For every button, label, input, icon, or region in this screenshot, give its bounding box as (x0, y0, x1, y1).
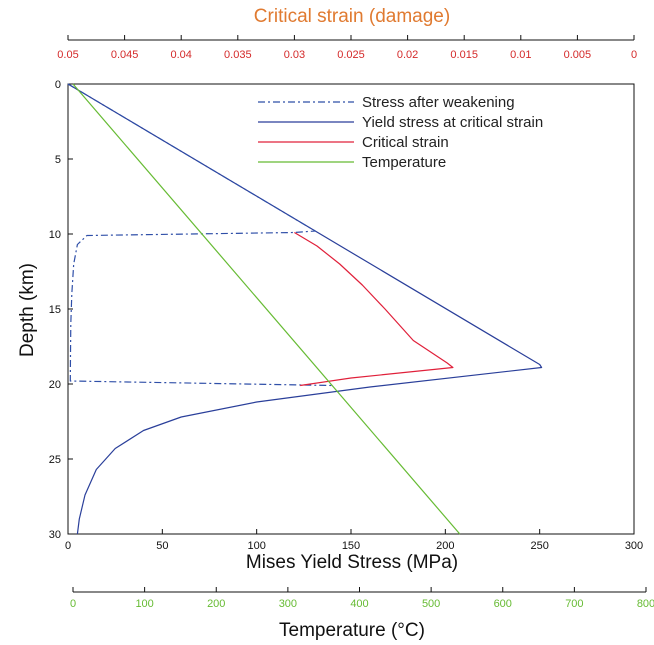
y-tick-label: 30 (49, 529, 61, 541)
y-tick-label: 5 (55, 154, 61, 166)
top-tick-label: 0.03 (284, 49, 305, 61)
bottom-axis: 0 50 100 150 200 250 300 (65, 529, 643, 552)
top-tick-label: 0.015 (450, 49, 478, 61)
temperature-tick-label: 300 (279, 598, 297, 610)
legend: Stress after weakening Yield stress at cr… (258, 94, 543, 171)
temperature-tick-label: 700 (565, 598, 583, 610)
bottom-tick-label: 200 (436, 540, 454, 552)
temperature-tick-label: 400 (350, 598, 368, 610)
y-tick-label: 25 (49, 454, 61, 466)
temperature-tick-label: 0 (70, 598, 76, 610)
top-tick-label: 0.045 (111, 49, 139, 61)
temperature-tick-label: 800 (637, 598, 654, 610)
bottom-tick-label: 250 (530, 540, 548, 552)
legend-label: Temperature (362, 154, 446, 171)
series-stress-after-weakening (67, 83, 333, 387)
top-tick-label: 0.02 (397, 49, 418, 61)
bottom-tick-label: 300 (625, 540, 643, 552)
legend-label: Stress after weakening (362, 94, 515, 111)
temperature-tick-label: 500 (422, 598, 440, 610)
top-axis: 0.05 0.045 0.04 0.035 0.03 0.025 0.02 0.015 0.01… (57, 35, 637, 61)
bottom-axis-title: Mises Yield Stress (MPa) (246, 552, 458, 573)
top-tick-label: 0.01 (510, 49, 531, 61)
top-tick-label: 0 (631, 49, 637, 61)
temperature-tick-label: 600 (494, 598, 512, 610)
y-axis: 0 5 10 15 20 25 30 (49, 79, 73, 541)
legend-label: Yield stress at critical strain (362, 114, 543, 131)
temperature-tick-label: 100 (135, 598, 153, 610)
series-yield-stress (67, 83, 543, 535)
bottom-tick-label: 100 (247, 540, 265, 552)
temperature-axis-title: Temperature (°C) (279, 620, 425, 641)
top-tick-label: 0.025 (337, 49, 365, 61)
y-tick-label: 10 (49, 229, 61, 241)
temperature-tick-label: 200 (207, 598, 225, 610)
top-tick-label: 0.05 (57, 49, 78, 61)
top-tick-label: 0.035 (224, 49, 252, 61)
top-tick-label: 0.005 (564, 49, 592, 61)
y-tick-label: 20 (49, 379, 61, 391)
bottom-tick-label: 50 (156, 540, 168, 552)
series-critical-strain (294, 231, 454, 387)
legend-label: Critical strain (362, 134, 449, 151)
y-tick-label: 0 (55, 79, 61, 91)
plot-frame (67, 83, 635, 535)
y-tick-label: 15 (49, 304, 61, 316)
y-axis-title: Depth (km) (17, 263, 38, 357)
bottom-tick-label: 150 (342, 540, 360, 552)
top-tick-label: 0.04 (170, 49, 191, 61)
top-axis-title: Critical strain (damage) (254, 6, 450, 27)
bottom-tick-label: 0 (65, 540, 71, 552)
series-layer (67, 83, 543, 535)
series-temperature (72, 83, 461, 535)
temperature-axis: 0 100 200 300 400 500 600 700 800 (70, 587, 654, 610)
